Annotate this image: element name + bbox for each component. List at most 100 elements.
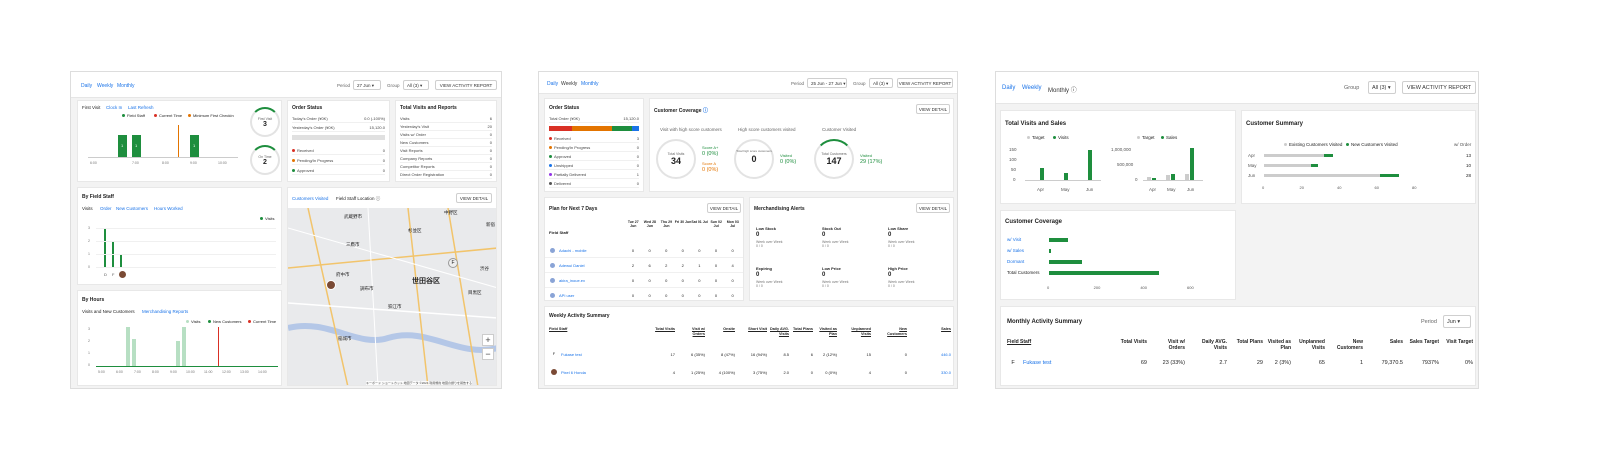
tab-weekly[interactable]: Weekly — [97, 83, 114, 89]
tab-weekly[interactable]: Weekly — [561, 81, 578, 87]
merch-alert-cell[interactable]: Stock Out 0 Week over Week 0 / 0 — [822, 220, 884, 258]
merch-alert-cell[interactable]: Low Stock 0 Week over Week 0 / 0 — [756, 220, 818, 258]
field-staff-header[interactable]: Field Staff — [1007, 339, 1032, 345]
column-header[interactable]: Total Visits — [1120, 339, 1147, 345]
tab-daily[interactable]: Daily — [1002, 85, 1016, 91]
tab-clock-in[interactable]: Clock In — [106, 105, 123, 110]
avatar — [550, 263, 555, 268]
grid-line — [96, 228, 276, 229]
staff-name-link[interactable]: Pixel 6 Honda — [561, 370, 586, 375]
plan-row[interactable]: Adachi - mobile 0 0 0 0 0 0 0 — [545, 244, 743, 258]
column-header[interactable]: Sales — [941, 327, 951, 331]
view-activity-report-button[interactable]: VIEW ACTIVITY REPORT — [897, 78, 953, 88]
tab-visits-new-customers[interactable]: Visits and New Customers — [82, 309, 135, 314]
column-header[interactable]: New Customers — [1336, 339, 1363, 351]
view-activity-report-button[interactable]: VIEW ACTIVITY REPORT — [435, 80, 497, 90]
tab-first-visit[interactable]: First Visit — [82, 105, 101, 110]
coverage-row-label[interactable]: Dormant — [1007, 259, 1025, 264]
zoom-out-button[interactable]: − — [482, 348, 494, 360]
column-header[interactable]: Unplanned Visits — [1299, 339, 1325, 351]
period-select[interactable]: Jun ▾ — [1443, 315, 1471, 328]
table-cell: 8.5 — [783, 352, 789, 357]
weekly-activity-summary-panel: Weekly Activity Summary Field Staff Total… — [544, 306, 954, 386]
column-header[interactable]: Visit w/ Orders — [1167, 339, 1185, 351]
group-select[interactable]: All (3) ▾ — [869, 78, 893, 88]
staff-location-marker[interactable]: F — [448, 258, 458, 268]
column-header[interactable]: Daily AVG. Visits — [770, 327, 789, 336]
column-header[interactable]: Total Plans — [1236, 339, 1263, 345]
info-icon: ⓘ — [702, 108, 708, 114]
tab-visits[interactable]: Visits — [82, 206, 93, 211]
table-cell: 6 — [810, 352, 813, 357]
view-detail-button[interactable]: VIEW DETAIL — [456, 193, 492, 203]
column-header[interactable]: Short Visit — [748, 327, 767, 331]
group-select[interactable]: All (3) ▾ — [1368, 81, 1396, 94]
tab-monthly[interactable]: Monthly ⓘ — [1048, 88, 1077, 94]
staff-name-link[interactable]: Adachi - mobile — [559, 248, 587, 253]
tab-customers-visited[interactable]: Customers Visited — [292, 196, 329, 201]
group-select[interactable]: All (3) ▾ — [403, 80, 429, 90]
staff-name-link[interactable]: akira_inoue.ex — [559, 278, 586, 283]
report-row: Yesterday's Visit 20 — [400, 124, 492, 131]
merch-alert-cell[interactable]: Low Share 0 Week over Week 0 / 0 — [888, 220, 950, 258]
alert-value: 0 — [888, 232, 892, 238]
column-header[interactable]: New Customers — [887, 327, 907, 336]
table-cell[interactable]: 330.0 — [940, 370, 951, 375]
tab-monthly[interactable]: Monthly — [117, 83, 135, 89]
column-header[interactable]: Visit w/ Orders — [691, 327, 705, 336]
column-header[interactable]: Onsite — [723, 327, 735, 331]
coverage-row-label[interactable]: w/ Sales — [1007, 248, 1025, 253]
tab-new-customers[interactable]: New Customers — [116, 206, 149, 211]
status-received: Received 0 — [292, 147, 385, 155]
monthly-activity-summary-panel: Monthly Activity Summary Period Jun ▾ Fi… — [1000, 306, 1476, 386]
merch-alert-cell[interactable]: Expiring 0 Week over Week 0 / 0 — [756, 260, 818, 298]
table-cell: 0% — [1465, 360, 1473, 366]
column-header[interactable]: Visited as Plan — [819, 327, 837, 336]
column-header[interactable]: Visited as Plan — [1267, 339, 1291, 351]
view-activity-report-button[interactable]: VIEW ACTIVITY REPORT — [1402, 81, 1476, 94]
column-header[interactable]: Sales Target — [1409, 339, 1439, 345]
map-label: 杉並区 — [408, 228, 422, 233]
column-header[interactable]: Visit Target — [1446, 339, 1473, 345]
period-select[interactable]: 25 Jun - 27 Jun ▾ — [807, 78, 847, 88]
column-header[interactable]: Unplanned Visits — [851, 327, 871, 336]
tab-order[interactable]: Order — [100, 206, 112, 211]
map-canvas[interactable]: 中野区 武蔵野市 杉並区 新宿 三鷹市 狛江市 世田谷区 渋谷 府中市 目黒区 … — [288, 208, 496, 385]
plan-row[interactable]: API user 0 0 0 0 0 0 0 — [545, 289, 743, 300]
daily-dashboard: Daily Weekly Monthly Period 27 Jun ▾ Gro… — [70, 71, 502, 389]
view-detail-button[interactable]: VIEW DETAIL — [916, 203, 950, 213]
field-staff-header[interactable]: Field Staff — [549, 327, 568, 331]
y-tick: 0 — [1013, 177, 1016, 182]
tab-last-refresh[interactable]: Last Refresh — [128, 105, 154, 110]
coverage-row-label[interactable]: w/ Visit — [1007, 237, 1022, 242]
staff-name-link[interactable]: Fukase test — [561, 352, 582, 357]
tab-daily[interactable]: Daily — [547, 81, 559, 87]
column-header[interactable]: Total Plans — [793, 327, 813, 331]
merch-alert-cell[interactable]: Low Price 0 Week over Week 0 / 0 — [822, 260, 884, 298]
tab-monthly[interactable]: Monthly — [581, 81, 599, 87]
column-header[interactable]: Sales — [1389, 339, 1403, 345]
view-detail-button[interactable]: VIEW DETAIL — [707, 203, 741, 213]
column-header[interactable]: Total Visits — [655, 327, 675, 331]
avatar — [550, 248, 555, 253]
x-tick: 200 — [1093, 285, 1101, 290]
plan-row[interactable]: akira_inoue.ex 0 0 0 0 0 0 0 — [545, 274, 743, 288]
x-tick: 14:00 — [258, 370, 267, 374]
staff-name-link[interactable]: Fukase test — [1023, 360, 1052, 366]
tab-merchandising-reports[interactable]: Merchandising Reports — [142, 309, 189, 314]
y-tick: 500,000 — [1117, 162, 1134, 167]
merch-alert-cell[interactable]: High Price 0 Week over Week 0 / 0 — [888, 260, 950, 298]
zoom-in-button[interactable]: + — [482, 334, 494, 346]
tab-daily[interactable]: Daily — [81, 83, 93, 89]
staff-location-marker[interactable] — [326, 280, 336, 290]
staff-name-link[interactable]: Adewui Daniel — [559, 263, 585, 268]
tab-field-staff-location[interactable]: Field Staff Location ⓘ — [336, 196, 381, 201]
tab-weekly[interactable]: Weekly — [1022, 85, 1042, 91]
tab-hours-worked[interactable]: Hours Worked — [154, 206, 183, 211]
view-detail-button[interactable]: VIEW DETAIL — [916, 104, 950, 114]
plan-row[interactable]: Adewui Daniel 2 6 2 2 1 0 4 — [545, 259, 743, 273]
staff-name-link[interactable]: API user — [559, 293, 575, 298]
period-select[interactable]: 27 Jun ▾ — [353, 80, 381, 90]
table-cell[interactable]: 446.0 — [940, 352, 951, 357]
column-header[interactable]: Daily AVG. Visits — [1201, 339, 1227, 351]
